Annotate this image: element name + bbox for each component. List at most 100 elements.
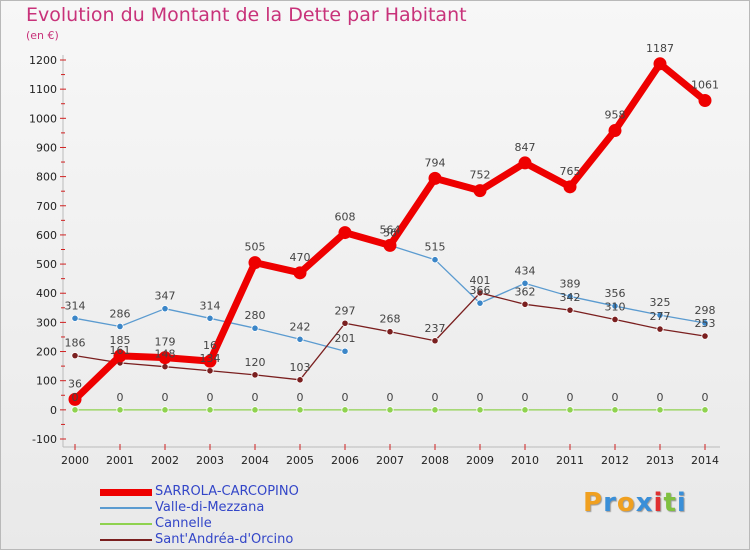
logo-letter: i (676, 488, 687, 518)
data-label-2-2: 0 (162, 391, 169, 404)
point-0-12 (608, 124, 622, 138)
y-tick-label: 600 (36, 229, 57, 242)
data-label-1-7: 56 (383, 226, 397, 239)
data-label-3-2: 148 (155, 348, 176, 361)
point-0-9 (473, 184, 487, 198)
logo-letter: r (603, 488, 617, 518)
point-1-0 (71, 314, 79, 322)
proxiti-logo[interactable]: Proxiti (583, 488, 687, 518)
y-tick-label: 700 (36, 200, 57, 213)
point-2-8 (431, 406, 439, 414)
point-1-4 (251, 324, 259, 332)
data-label-0-2: 179 (155, 336, 176, 349)
data-label-1-11: 389 (560, 277, 581, 290)
point-0-7 (383, 238, 397, 252)
data-label-3-12: 310 (605, 300, 626, 313)
data-label-1-4: 280 (245, 309, 266, 322)
data-label-2-6: 0 (342, 391, 349, 404)
point-3-3 (206, 367, 214, 375)
point-2-11 (566, 406, 574, 414)
data-label-2-7: 0 (387, 391, 394, 404)
data-label-2-3: 0 (207, 391, 214, 404)
point-0-14 (698, 94, 712, 108)
point-3-8 (431, 337, 439, 345)
point-3-0 (71, 352, 79, 360)
data-label-1-3: 314 (200, 299, 221, 312)
data-label-1-14: 298 (695, 304, 716, 317)
point-1-11 (566, 292, 574, 301)
y-tick-label: 400 (36, 287, 57, 300)
x-tick-label: 2003 (196, 454, 224, 467)
legend-label: SARROLA-CARCOPINO (155, 484, 299, 499)
data-label-1-10: 434 (515, 264, 536, 277)
y-tick-label: 100 (36, 375, 57, 388)
x-tick-label: 2005 (286, 454, 314, 467)
point-0-2 (158, 351, 172, 365)
point-2-2 (161, 406, 169, 414)
point-3-10 (521, 300, 529, 308)
data-label-0-3: 16 (203, 339, 217, 352)
data-label-3-3: 134 (200, 352, 221, 365)
data-label-0-11: 765 (560, 165, 581, 178)
data-label-0-9: 752 (470, 169, 491, 182)
point-2-4 (251, 406, 259, 414)
point-3-14 (701, 332, 709, 340)
point-3-13 (656, 325, 664, 333)
point-0-10 (518, 156, 532, 170)
point-0-11 (563, 180, 577, 194)
data-label-3-6: 297 (335, 304, 356, 317)
x-tick-label: 2001 (106, 454, 134, 467)
data-label-0-0: 36 (68, 377, 82, 390)
point-0-6 (338, 226, 352, 240)
data-label-1-6: 201 (335, 332, 356, 345)
x-tick-label: 2012 (601, 454, 629, 467)
y-tick-label: -100 (32, 433, 57, 446)
point-0-5 (293, 266, 307, 280)
x-tick-label: 2002 (151, 454, 179, 467)
logo-letter: x (635, 488, 654, 518)
point-2-5 (296, 406, 304, 414)
x-tick-label: 2007 (376, 454, 404, 467)
point-1-13 (656, 311, 664, 319)
x-tick-label: 2011 (556, 454, 584, 467)
y-tick-label: 1100 (29, 83, 57, 96)
point-3-11 (566, 306, 574, 314)
data-label-2-1: 0 (117, 391, 124, 404)
data-label-2-13: 0 (657, 391, 664, 404)
y-tick-label: 1200 (29, 54, 57, 67)
point-3-7 (386, 328, 394, 336)
data-label-0-10: 847 (515, 141, 536, 154)
data-label-1-13: 325 (650, 296, 671, 309)
y-tick-label: 1000 (29, 112, 57, 125)
point-1-9 (476, 299, 484, 307)
data-label-0-5: 470 (290, 251, 311, 264)
data-label-0-14: 1061 (691, 79, 719, 92)
x-tick-label: 2010 (511, 454, 539, 467)
data-label-2-11: 0 (567, 391, 574, 404)
logo-letter: i (653, 488, 664, 518)
legend-label: Cannelle (155, 516, 212, 531)
point-3-5 (296, 376, 304, 384)
data-label-3-7: 268 (380, 313, 401, 326)
point-3-4 (251, 371, 259, 379)
data-label-0-6: 608 (335, 211, 356, 224)
point-1-5 (296, 335, 304, 343)
point-3-2 (161, 363, 169, 371)
data-label-0-1: 185 (110, 334, 131, 347)
y-tick-label: 200 (36, 346, 57, 359)
point-2-12 (611, 406, 619, 414)
y-tick-label: 900 (36, 141, 57, 154)
legend-label: Valle-di-Mezzana (155, 500, 265, 515)
y-tick-label: 800 (36, 171, 57, 184)
point-2-9 (476, 406, 484, 414)
point-1-2 (161, 305, 169, 313)
data-label-2-14: 0 (702, 391, 709, 404)
point-1-6 (341, 347, 349, 355)
point-1-1 (116, 322, 124, 331)
data-label-1-12: 356 (605, 287, 626, 300)
data-label-3-4: 120 (245, 356, 266, 369)
logo-letter: P (583, 488, 604, 518)
data-label-3-9: 401 (470, 274, 491, 287)
data-label-3-0: 186 (65, 337, 86, 350)
